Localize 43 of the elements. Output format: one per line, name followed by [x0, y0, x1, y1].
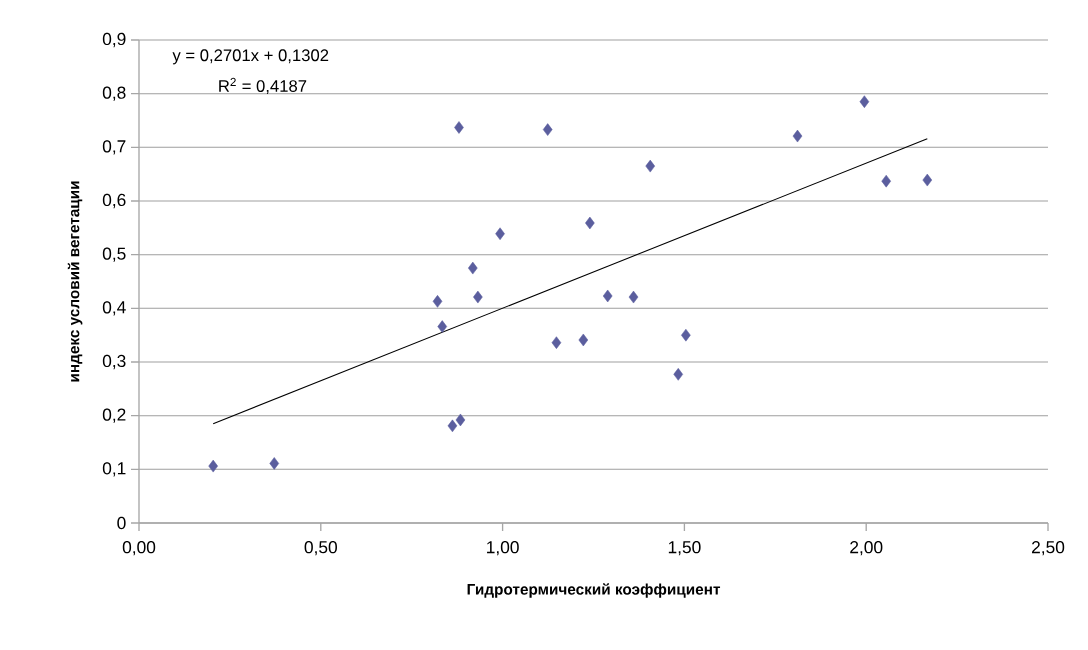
point	[473, 290, 483, 304]
y-tick-label: 0,4	[102, 301, 126, 316]
y-tick-label: 0,2	[102, 408, 126, 423]
point	[602, 289, 613, 303]
x-tick-label: 1,00	[487, 541, 519, 556]
point	[208, 459, 218, 473]
y-axis-title: индекс условий вегетации	[67, 181, 83, 382]
annotation: y = 0,2701x + 0,1302	[172, 49, 329, 65]
point	[673, 368, 683, 381]
point	[628, 290, 639, 304]
y-tick-label: 0,9	[102, 32, 126, 48]
y-tick-label: 0,8	[102, 86, 126, 101]
point	[269, 457, 280, 470]
y-tick-label: 0,3	[102, 354, 126, 370]
point	[551, 336, 562, 349]
x-tick-label: 2,50	[1032, 541, 1065, 556]
point	[792, 129, 803, 143]
point	[881, 174, 891, 188]
x-tick-label: 0,50	[304, 541, 337, 556]
point	[542, 123, 553, 136]
y-tick-label: 0,1	[102, 462, 126, 477]
x-tick-label: 0,00	[122, 541, 156, 556]
point	[437, 320, 448, 333]
y-tick-label: 0,5	[102, 247, 126, 262]
y-tick-label: 0,6	[102, 193, 126, 209]
point	[578, 333, 589, 347]
point	[455, 413, 466, 427]
point	[495, 227, 505, 241]
point	[468, 261, 478, 275]
x-tick-label: 2,00	[850, 541, 883, 556]
point	[585, 216, 595, 230]
point	[859, 95, 870, 108]
x-tick-label: 1,50	[668, 541, 701, 556]
y-tick-label: 0,7	[102, 140, 126, 155]
y-tick-label: 0	[117, 516, 126, 530]
point	[447, 419, 458, 433]
x-axis-title: Гидротермический коэффициент	[467, 583, 721, 598]
point	[432, 295, 443, 308]
point	[454, 121, 464, 134]
annotation: R$^{2}$ = 0,4187	[219, 77, 307, 94]
point	[922, 173, 933, 187]
point	[681, 328, 691, 342]
point	[645, 159, 655, 173]
